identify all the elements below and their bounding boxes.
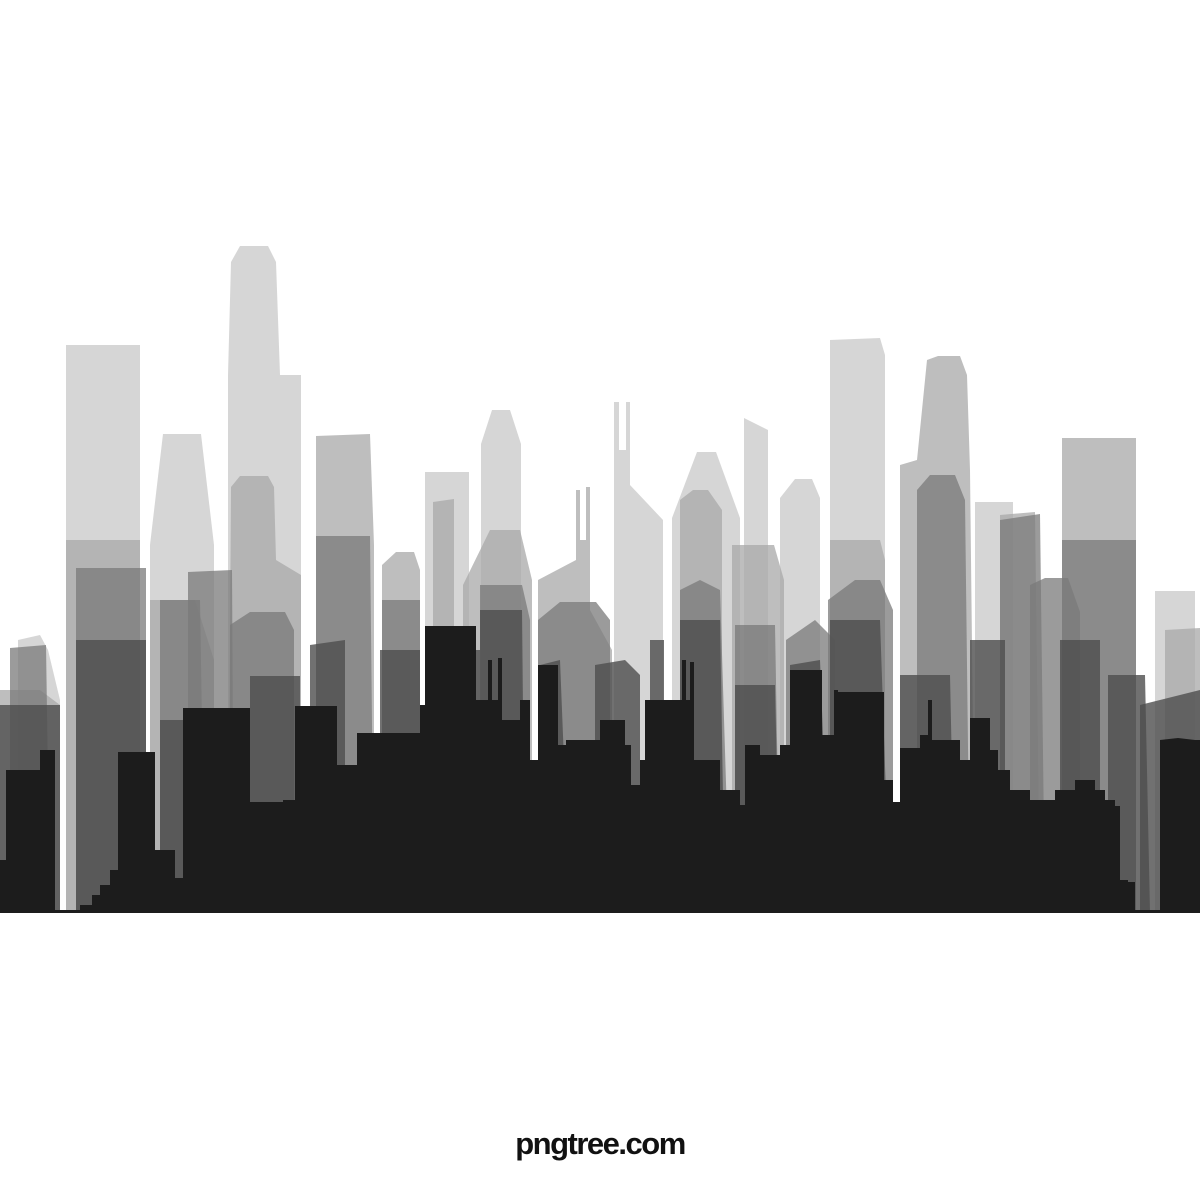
building-silhouette bbox=[1160, 738, 1200, 912]
skyline-layer-front bbox=[0, 626, 1200, 912]
pngtree-watermark: pngtree.com bbox=[515, 1126, 686, 1161]
building-silhouette bbox=[80, 626, 1135, 912]
building-silhouette bbox=[0, 750, 55, 912]
ground-line bbox=[0, 910, 1200, 913]
